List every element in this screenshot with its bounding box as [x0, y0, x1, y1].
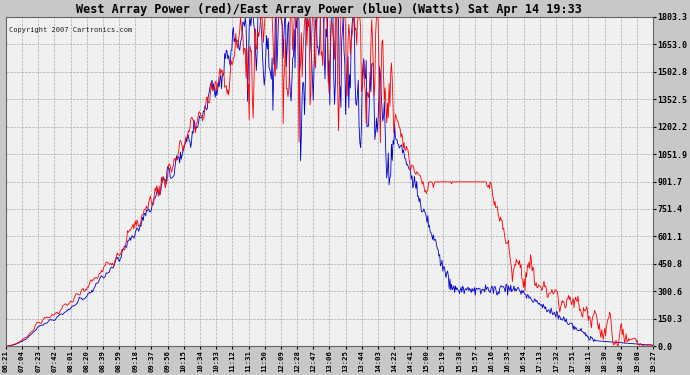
- Title: West Array Power (red)/East Array Power (blue) (Watts) Sat Apr 14 19:33: West Array Power (red)/East Array Power …: [77, 3, 582, 16]
- Text: Copyright 2007 Cartronics.com: Copyright 2007 Cartronics.com: [9, 27, 132, 33]
